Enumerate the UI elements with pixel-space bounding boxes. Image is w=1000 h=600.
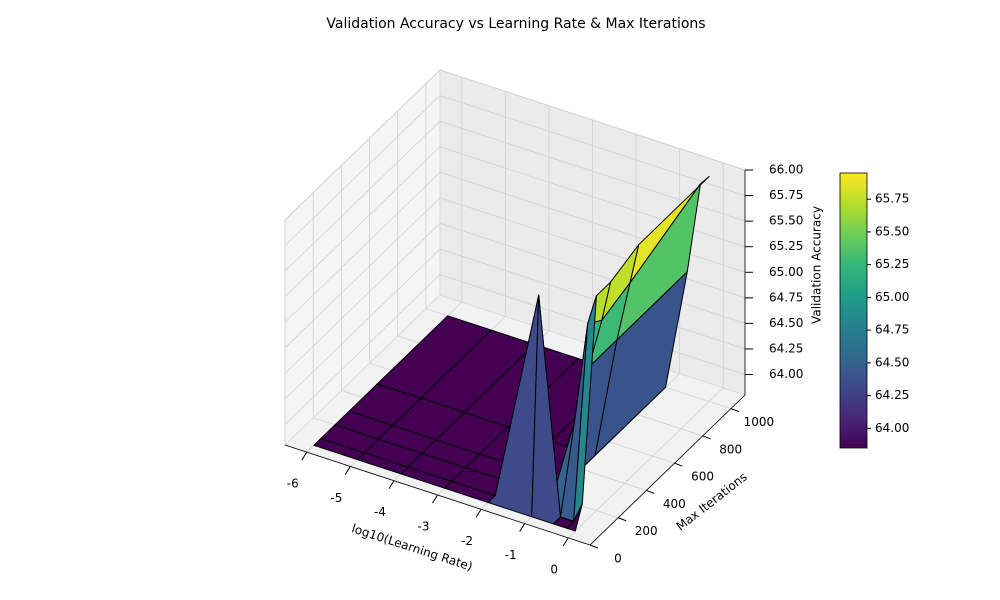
x-tick [562,537,569,547]
colorbar-tick-label: 64.75 [875,323,909,337]
z-tick-label: 64.25 [769,341,803,355]
z-tick-label: 65.75 [769,188,803,202]
y-tick-label: 600 [691,470,714,484]
colorbar-tick-label: 65.25 [875,257,909,271]
grid-line [284,223,441,374]
z-tick-label: 64.00 [769,367,803,381]
x-tick-label: 0 [550,562,558,576]
surface [313,176,710,532]
grid-line [439,197,746,299]
x-tick-label: -1 [505,548,517,562]
x-tick [475,509,482,518]
grid-line [284,171,441,323]
grid-line [284,197,441,349]
grid-line [284,69,441,221]
x-tick [301,451,308,461]
y-axis-line [589,394,746,546]
y-tick [646,489,655,494]
grid-line [284,120,441,272]
y-tick [702,435,711,440]
colorbar [839,172,868,449]
grid-line [439,69,746,171]
x-axis-label: log10(Learning Rate) [350,521,475,573]
z-tick-label: 64.50 [769,316,803,330]
x-tick-label: -6 [287,477,299,491]
y-tick-label: 200 [635,524,658,538]
colorbar-tick-label: 64.50 [875,355,909,369]
grid-line [284,95,441,246]
grid-line [439,171,746,273]
colorbar-tick-label: 65.75 [875,192,909,206]
x-tick [432,494,438,504]
y-tick-label: 0 [614,552,622,566]
x-tick-label: -4 [374,505,386,519]
colorbar-tick-label: 65.50 [875,224,909,238]
x-tick-label: -2 [461,534,473,548]
z-tick-label: 65.50 [769,214,803,228]
y-tick-label: 400 [663,497,686,511]
y-tick [618,517,627,522]
x-tick [388,480,395,489]
y-tick-label: 1000 [744,415,775,429]
y-tick [589,544,599,549]
z-tick-label: 65.25 [769,239,803,253]
x-tick [519,523,526,532]
z-tick-label: 66.00 [769,163,803,177]
grid-line [439,248,746,350]
z-tick-label: 64.75 [769,290,803,304]
y-tick-label: 800 [719,442,742,456]
x-tick-label: -3 [418,520,430,534]
grid-line [284,146,441,297]
grid-line [567,387,724,539]
chart-title: Validation Accuracy vs Learning Rate & M… [326,16,705,32]
colorbar-tick-label: 64.25 [875,388,909,402]
grid-line [439,95,746,196]
grid-line [284,274,441,425]
surface-patch [566,503,583,532]
grid-line [284,248,441,400]
colorbar-tick-label: 65.00 [875,290,909,304]
x-tick [344,466,351,475]
grid-line [439,223,746,324]
y-tick [730,408,740,413]
z-tick-label: 65.00 [769,265,803,279]
y-tick [674,462,683,467]
grid-line [439,146,746,248]
x-axis-line [284,444,591,546]
x-tick-label: -5 [330,491,342,505]
z-axis-label: Validation Accuracy [810,206,824,324]
colorbar-tick-label: 64.00 [875,421,909,435]
